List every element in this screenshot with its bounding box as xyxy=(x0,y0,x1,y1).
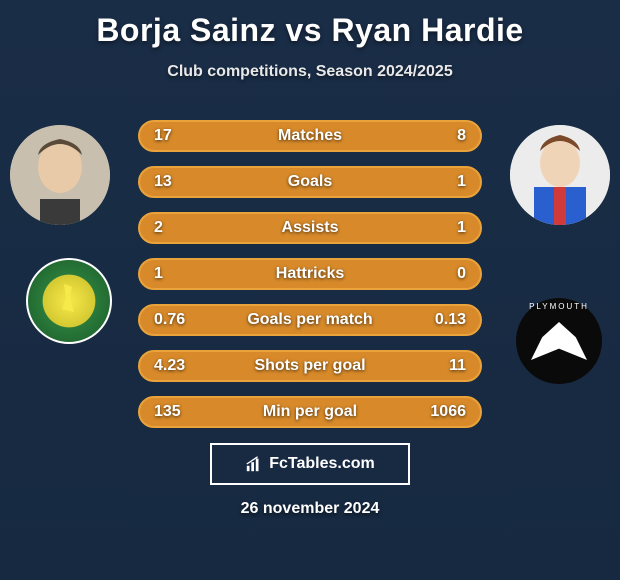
club-badge-left xyxy=(26,258,112,344)
club-badge-right: PLYMOUTH xyxy=(516,298,602,384)
stat-row: 13 Goals 1 xyxy=(138,166,482,198)
stat-value-left: 17 xyxy=(154,127,172,145)
stat-value-right: 8 xyxy=(457,127,466,145)
canary-icon xyxy=(58,284,78,312)
source-logo-text: FcTables.com xyxy=(269,455,375,473)
chart-icon xyxy=(245,455,263,473)
stat-row: 4.23 Shots per goal 11 xyxy=(138,350,482,382)
avatar-placeholder-icon xyxy=(10,125,110,225)
stat-value-left: 1 xyxy=(154,265,163,283)
page-title: Borja Sainz vs Ryan Hardie xyxy=(0,0,620,49)
stat-value-right: 1066 xyxy=(430,403,466,421)
stat-label: Goals per match xyxy=(247,311,372,329)
avatar-placeholder-icon xyxy=(510,125,610,225)
stat-value-right: 11 xyxy=(449,357,466,375)
stat-label: Shots per goal xyxy=(254,357,365,375)
stat-row: 2 Assists 1 xyxy=(138,212,482,244)
player-left-avatar xyxy=(10,125,110,225)
club-badge-right-text: PLYMOUTH xyxy=(516,302,602,311)
stat-label: Hattricks xyxy=(276,265,344,283)
source-logo: FcTables.com xyxy=(210,443,410,485)
stat-row: 0.76 Goals per match 0.13 xyxy=(138,304,482,336)
stat-value-right: 0 xyxy=(457,265,466,283)
stat-value-left: 135 xyxy=(154,403,181,421)
stat-value-left: 4.23 xyxy=(154,357,185,375)
stat-value-right: 0.13 xyxy=(435,311,466,329)
stat-label: Goals xyxy=(288,173,332,191)
stat-value-right: 1 xyxy=(457,219,466,237)
stat-value-left: 2 xyxy=(154,219,163,237)
stat-label: Matches xyxy=(278,127,342,145)
subtitle: Club competitions, Season 2024/2025 xyxy=(0,63,620,81)
stat-label: Min per goal xyxy=(263,403,357,421)
stat-row: 17 Matches 8 xyxy=(138,120,482,152)
stat-value-left: 13 xyxy=(154,173,172,191)
ship-icon xyxy=(531,322,587,360)
date-text: 26 november 2024 xyxy=(0,500,620,518)
stat-row: 1 Hattricks 0 xyxy=(138,258,482,290)
stat-label: Assists xyxy=(282,219,339,237)
player-right-avatar xyxy=(510,125,610,225)
stat-row: 135 Min per goal 1066 xyxy=(138,396,482,428)
stat-value-left: 0.76 xyxy=(154,311,185,329)
stats-table: 17Matches813Goals12Assists11Hattricks00.… xyxy=(138,120,482,442)
stat-value-right: 1 xyxy=(457,173,466,191)
